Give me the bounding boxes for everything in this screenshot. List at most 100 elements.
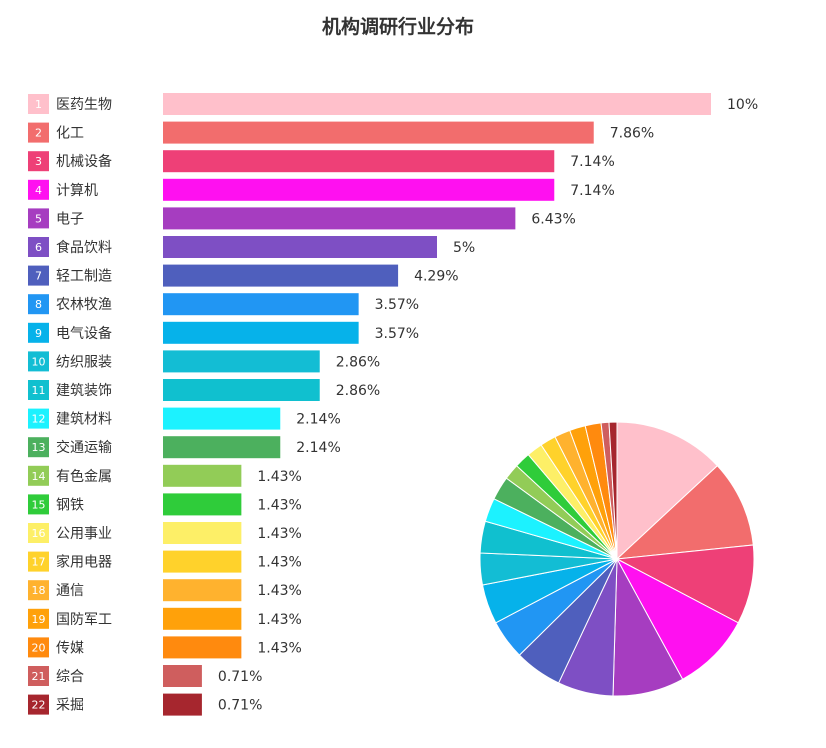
bar-22 — [163, 693, 202, 716]
bar-15 — [163, 493, 242, 516]
category-label-18: 通信 — [56, 583, 84, 599]
rank-badge-17 — [28, 551, 49, 572]
bar-6 — [163, 236, 437, 258]
category-label-20: 传媒 — [56, 640, 84, 656]
rank-badge-2 — [28, 122, 49, 143]
bar-8 — [163, 293, 359, 316]
category-label-6: 食品饮料 — [56, 239, 112, 256]
rank-badge-10 — [28, 351, 49, 372]
rank-badge-13 — [28, 437, 49, 458]
category-label-15: 钢铁 — [56, 497, 84, 513]
category-label-2: 化工 — [56, 126, 84, 142]
rank-number-2: 2 — [35, 127, 42, 140]
rank-badge-4 — [28, 179, 49, 200]
rank-badge-20 — [28, 637, 49, 658]
bar-10 — [163, 350, 320, 373]
value-label-4: 7.14% — [570, 183, 614, 199]
value-label-13: 2.14% — [296, 440, 340, 456]
rank-badge-15 — [28, 494, 49, 515]
category-label-7: 轻工制造 — [56, 269, 112, 285]
value-label-12: 2.14% — [296, 412, 340, 428]
rank-number-17: 17 — [32, 556, 46, 569]
rank-badge-5 — [28, 208, 49, 229]
rank-badge-18 — [28, 580, 49, 601]
rank-badge-1 — [28, 94, 49, 114]
pie-chart — [479, 421, 755, 697]
bar-7 — [163, 264, 399, 287]
bar-3 — [163, 150, 555, 173]
rank-badge-3 — [28, 151, 49, 172]
value-label-8: 3.57% — [375, 297, 419, 313]
value-label-2: 7.86% — [610, 126, 654, 142]
bar-2 — [163, 121, 594, 144]
bar-9 — [163, 321, 359, 344]
value-label-16: 1.43% — [257, 526, 301, 542]
rank-number-4: 4 — [35, 184, 42, 197]
rank-number-8: 8 — [35, 298, 42, 311]
rank-number-9: 9 — [35, 327, 42, 340]
rank-badge-19 — [28, 608, 49, 629]
rank-number-12: 12 — [32, 413, 46, 426]
value-label-10: 2.86% — [336, 354, 380, 370]
rank-badge-22 — [28, 694, 49, 715]
pie-slice-2 — [615, 465, 754, 560]
bar-13 — [163, 436, 281, 459]
category-label-4: 计算机 — [56, 183, 98, 199]
bar-4 — [163, 178, 555, 201]
rank-number-18: 18 — [32, 584, 46, 597]
category-label-19: 国防军工 — [56, 612, 112, 628]
value-label-21: 0.71% — [218, 669, 262, 685]
pie-slice-1 — [616, 421, 719, 561]
category-label-3: 机械设备 — [56, 153, 112, 170]
bar-5 — [163, 207, 516, 230]
rank-number-7: 7 — [35, 270, 42, 283]
value-label-11: 2.86% — [336, 383, 380, 399]
rank-number-14: 14 — [32, 470, 46, 483]
value-label-1: 10% — [727, 97, 758, 113]
value-label-5: 6.43% — [531, 211, 575, 227]
value-label-7: 4.29% — [414, 269, 458, 285]
category-label-12: 建筑材料 — [56, 412, 112, 428]
category-label-17: 家用电器 — [56, 554, 112, 571]
rank-number-11: 11 — [32, 384, 46, 397]
bar-16 — [163, 522, 242, 544]
bar-18 — [163, 579, 242, 602]
pie-slice-3 — [615, 544, 755, 624]
value-label-14: 1.43% — [257, 469, 301, 485]
rank-badge-11 — [28, 380, 49, 400]
category-label-10: 纺织服装 — [56, 354, 112, 370]
category-label-5: 电子 — [56, 211, 84, 227]
value-label-22: 0.71% — [218, 698, 262, 714]
rank-number-13: 13 — [32, 441, 46, 454]
value-label-17: 1.43% — [257, 555, 301, 571]
category-label-16: 公用事业 — [56, 526, 112, 542]
bar-14 — [163, 464, 242, 487]
rank-number-20: 20 — [32, 641, 46, 654]
rank-number-10: 10 — [32, 355, 46, 368]
rank-badge-7 — [28, 265, 49, 286]
bar-1 — [163, 93, 711, 115]
bar-17 — [163, 550, 242, 573]
category-label-14: 有色金属 — [56, 468, 112, 485]
rank-badge-16 — [28, 523, 49, 543]
value-label-3: 7.14% — [570, 154, 614, 170]
rank-badge-9 — [28, 322, 49, 343]
category-label-21: 综合 — [56, 669, 84, 685]
rank-number-1: 1 — [35, 98, 42, 111]
value-label-20: 1.43% — [257, 640, 301, 656]
bar-19 — [163, 607, 242, 630]
pie-slice-4 — [615, 557, 739, 680]
value-label-6: 5% — [453, 240, 475, 256]
rank-number-21: 21 — [32, 670, 46, 683]
category-label-9: 电气设备 — [56, 325, 112, 342]
pie-slice-22 — [608, 421, 618, 560]
rank-number-3: 3 — [35, 155, 42, 168]
rank-number-16: 16 — [32, 527, 46, 540]
value-label-15: 1.43% — [257, 497, 301, 513]
rank-number-15: 15 — [32, 498, 46, 511]
value-label-18: 1.43% — [257, 583, 301, 599]
category-label-22: 采掘 — [56, 698, 84, 714]
bar-12 — [163, 407, 281, 430]
value-label-19: 1.43% — [257, 612, 301, 628]
